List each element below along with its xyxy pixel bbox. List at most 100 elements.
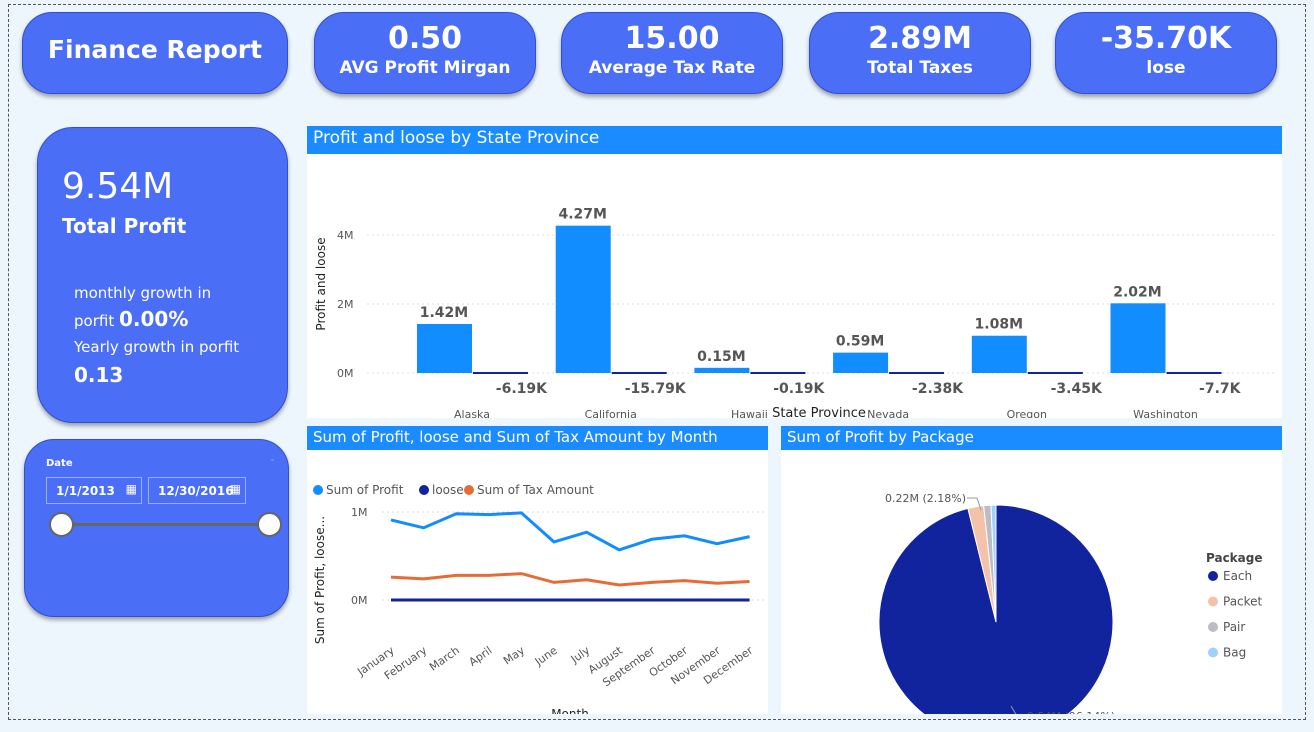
legend-label: Sum of Tax Amount bbox=[477, 483, 594, 497]
kpi-value: 2.89M bbox=[868, 21, 972, 56]
legend-label: Pair bbox=[1223, 620, 1245, 634]
bar-profit bbox=[555, 225, 611, 373]
total-profit-card: 9.54M Total Profit monthly growth in por… bbox=[37, 127, 288, 423]
legend-marker bbox=[419, 485, 429, 495]
legend-marker bbox=[1208, 647, 1218, 658]
slider-track[interactable] bbox=[61, 523, 271, 526]
kpi-value: 15.00 bbox=[624, 21, 720, 56]
start-date-input[interactable]: 1/1/2013 ▦ bbox=[46, 477, 142, 504]
line-chart-title: Sum of Profit, loose and Sum of Tax Amou… bbox=[307, 426, 768, 450]
pie-data-label: 0.22M (2.18%) bbox=[885, 492, 966, 505]
pie-chart-panel: Sum of Profit by Package 0.22M (2.18%) 9.… bbox=[781, 426, 1282, 732]
x-tick-label: Hawaii bbox=[731, 408, 768, 418]
legend-marker bbox=[1208, 571, 1218, 581]
legend-label: Each bbox=[1223, 569, 1252, 583]
bar-loose bbox=[611, 372, 667, 374]
bar-profit bbox=[694, 367, 750, 373]
bar-profit bbox=[1110, 303, 1166, 373]
y-axis-label: Profit and loose bbox=[314, 237, 328, 330]
bar-loose bbox=[473, 372, 528, 374]
calendar-icon[interactable]: ▦ bbox=[229, 482, 241, 496]
x-tick-label: Alaska bbox=[454, 408, 490, 418]
monthly-growth-label: monthly growth in bbox=[74, 284, 212, 302]
x-tick-label: Nevada bbox=[867, 408, 909, 418]
pie-chart: 0.22M (2.18%) 9.54M (96.14%) Package Each Pa… bbox=[878, 492, 1263, 732]
bar-profit bbox=[971, 335, 1027, 373]
line-chart: Sum of Profit loose Sum of Tax Amount 0M 1M S… bbox=[313, 483, 765, 721]
pie-slice bbox=[990, 504, 997, 623]
calendar-icon[interactable]: ▦ bbox=[125, 482, 137, 496]
line-series bbox=[390, 572, 750, 587]
report-title: Finance Report bbox=[47, 35, 263, 64]
x-axis-label: State Province bbox=[772, 406, 866, 418]
bar-profit bbox=[833, 352, 889, 373]
legend-label: loose bbox=[432, 483, 464, 497]
bar-data-label: -0.19K bbox=[773, 381, 825, 397]
bar-data-label: 2.02M bbox=[1113, 284, 1161, 300]
bar-loose bbox=[889, 372, 945, 374]
y-tick-label: 0M bbox=[351, 594, 368, 607]
legend-label: Bag bbox=[1223, 646, 1246, 660]
kpi-card-lose: -35.70K lose bbox=[1055, 12, 1277, 94]
total-profit-label: Total Profit bbox=[62, 214, 187, 238]
x-tick-label: June bbox=[532, 644, 560, 669]
kpi-card-total-taxes: 2.89M Total Taxes bbox=[809, 12, 1031, 94]
bar-data-label: 0.15M bbox=[697, 349, 745, 365]
legend-label: Packet bbox=[1223, 595, 1263, 609]
y-tick-label: 2M bbox=[337, 298, 354, 311]
date-slicer: Date ⌄ 1/1/2013 ▦ 12/30/2016 ▦ bbox=[24, 439, 289, 617]
bar-data-label: 4.27M bbox=[558, 207, 606, 223]
kpi-label: lose bbox=[1146, 58, 1186, 78]
kpi-value: -35.70K bbox=[1100, 21, 1232, 56]
y-axis-label: Sum of Profit, loose... bbox=[313, 516, 327, 644]
slider-start-handle[interactable] bbox=[49, 512, 74, 537]
legend-title: Package bbox=[1206, 551, 1263, 565]
kpi-card-tax-rate: 15.00 Average Tax Rate bbox=[561, 12, 783, 94]
monthly-growth-value: 0.00% bbox=[118, 307, 189, 331]
title-card: Finance Report bbox=[22, 12, 288, 94]
bar-loose bbox=[750, 372, 806, 374]
bar-chart-panel: Profit and loose by State Province 0M 2M 4… bbox=[307, 126, 1282, 421]
leader-line bbox=[967, 497, 982, 511]
pie-data-label: 9.54M (96.14%) bbox=[1027, 710, 1115, 714]
bar-chart: 0M 2M 4M Profit and loose State Province 1.42… bbox=[314, 207, 1277, 421]
yearly-growth-value: 0.13 bbox=[74, 363, 124, 387]
kpi-label: Average Tax Rate bbox=[588, 58, 756, 78]
bar-loose bbox=[1027, 372, 1083, 374]
y-tick-label: 4M bbox=[337, 229, 354, 242]
pie-slice bbox=[878, 504, 1114, 732]
legend-marker bbox=[1208, 596, 1218, 607]
bar-data-label: -6.19K bbox=[496, 381, 548, 397]
bar-loose bbox=[1166, 372, 1222, 374]
x-tick-label: March bbox=[427, 644, 462, 674]
bar-chart-title: Profit and loose by State Province bbox=[307, 126, 1282, 154]
x-tick-label: California bbox=[585, 408, 637, 418]
slider-end-handle[interactable] bbox=[257, 512, 282, 537]
yearly-growth-label: Yearly growth in porfit bbox=[74, 338, 240, 356]
kpi-label: AVG Profit Mirgan bbox=[339, 58, 511, 78]
monthly-growth-label-2: porfit bbox=[74, 312, 115, 330]
x-tick-label: May bbox=[501, 644, 527, 668]
bar-data-label: -3.45K bbox=[1051, 381, 1103, 397]
line-series bbox=[390, 511, 750, 552]
bar-data-label: 1.42M bbox=[420, 305, 468, 321]
kpi-card-profit-margin: 0.50 AVG Profit Mirgan bbox=[314, 12, 536, 94]
total-profit-value: 9.54M bbox=[62, 166, 174, 207]
legend-marker bbox=[313, 485, 323, 495]
chevron-down-icon[interactable]: ⌄ bbox=[268, 454, 276, 464]
bar-data-label: -7.7K bbox=[1199, 381, 1242, 397]
date-slicer-label: Date bbox=[46, 458, 73, 469]
report-frame bbox=[8, 4, 1306, 720]
legend-marker bbox=[464, 485, 474, 495]
x-axis-label: Month bbox=[551, 707, 589, 714]
end-date-input[interactable]: 12/30/2016 ▦ bbox=[148, 477, 246, 504]
kpi-label: Total Taxes bbox=[867, 58, 973, 78]
y-tick-label: 0M bbox=[337, 367, 354, 380]
legend-marker bbox=[1208, 622, 1218, 632]
x-tick-label: April bbox=[466, 644, 494, 669]
bar-data-label: 1.08M bbox=[975, 317, 1023, 333]
x-tick-label: Washington bbox=[1133, 408, 1198, 418]
bar-data-label: 0.59M bbox=[836, 334, 884, 350]
y-tick-label: 1M bbox=[351, 506, 368, 519]
bar-profit bbox=[417, 324, 472, 373]
